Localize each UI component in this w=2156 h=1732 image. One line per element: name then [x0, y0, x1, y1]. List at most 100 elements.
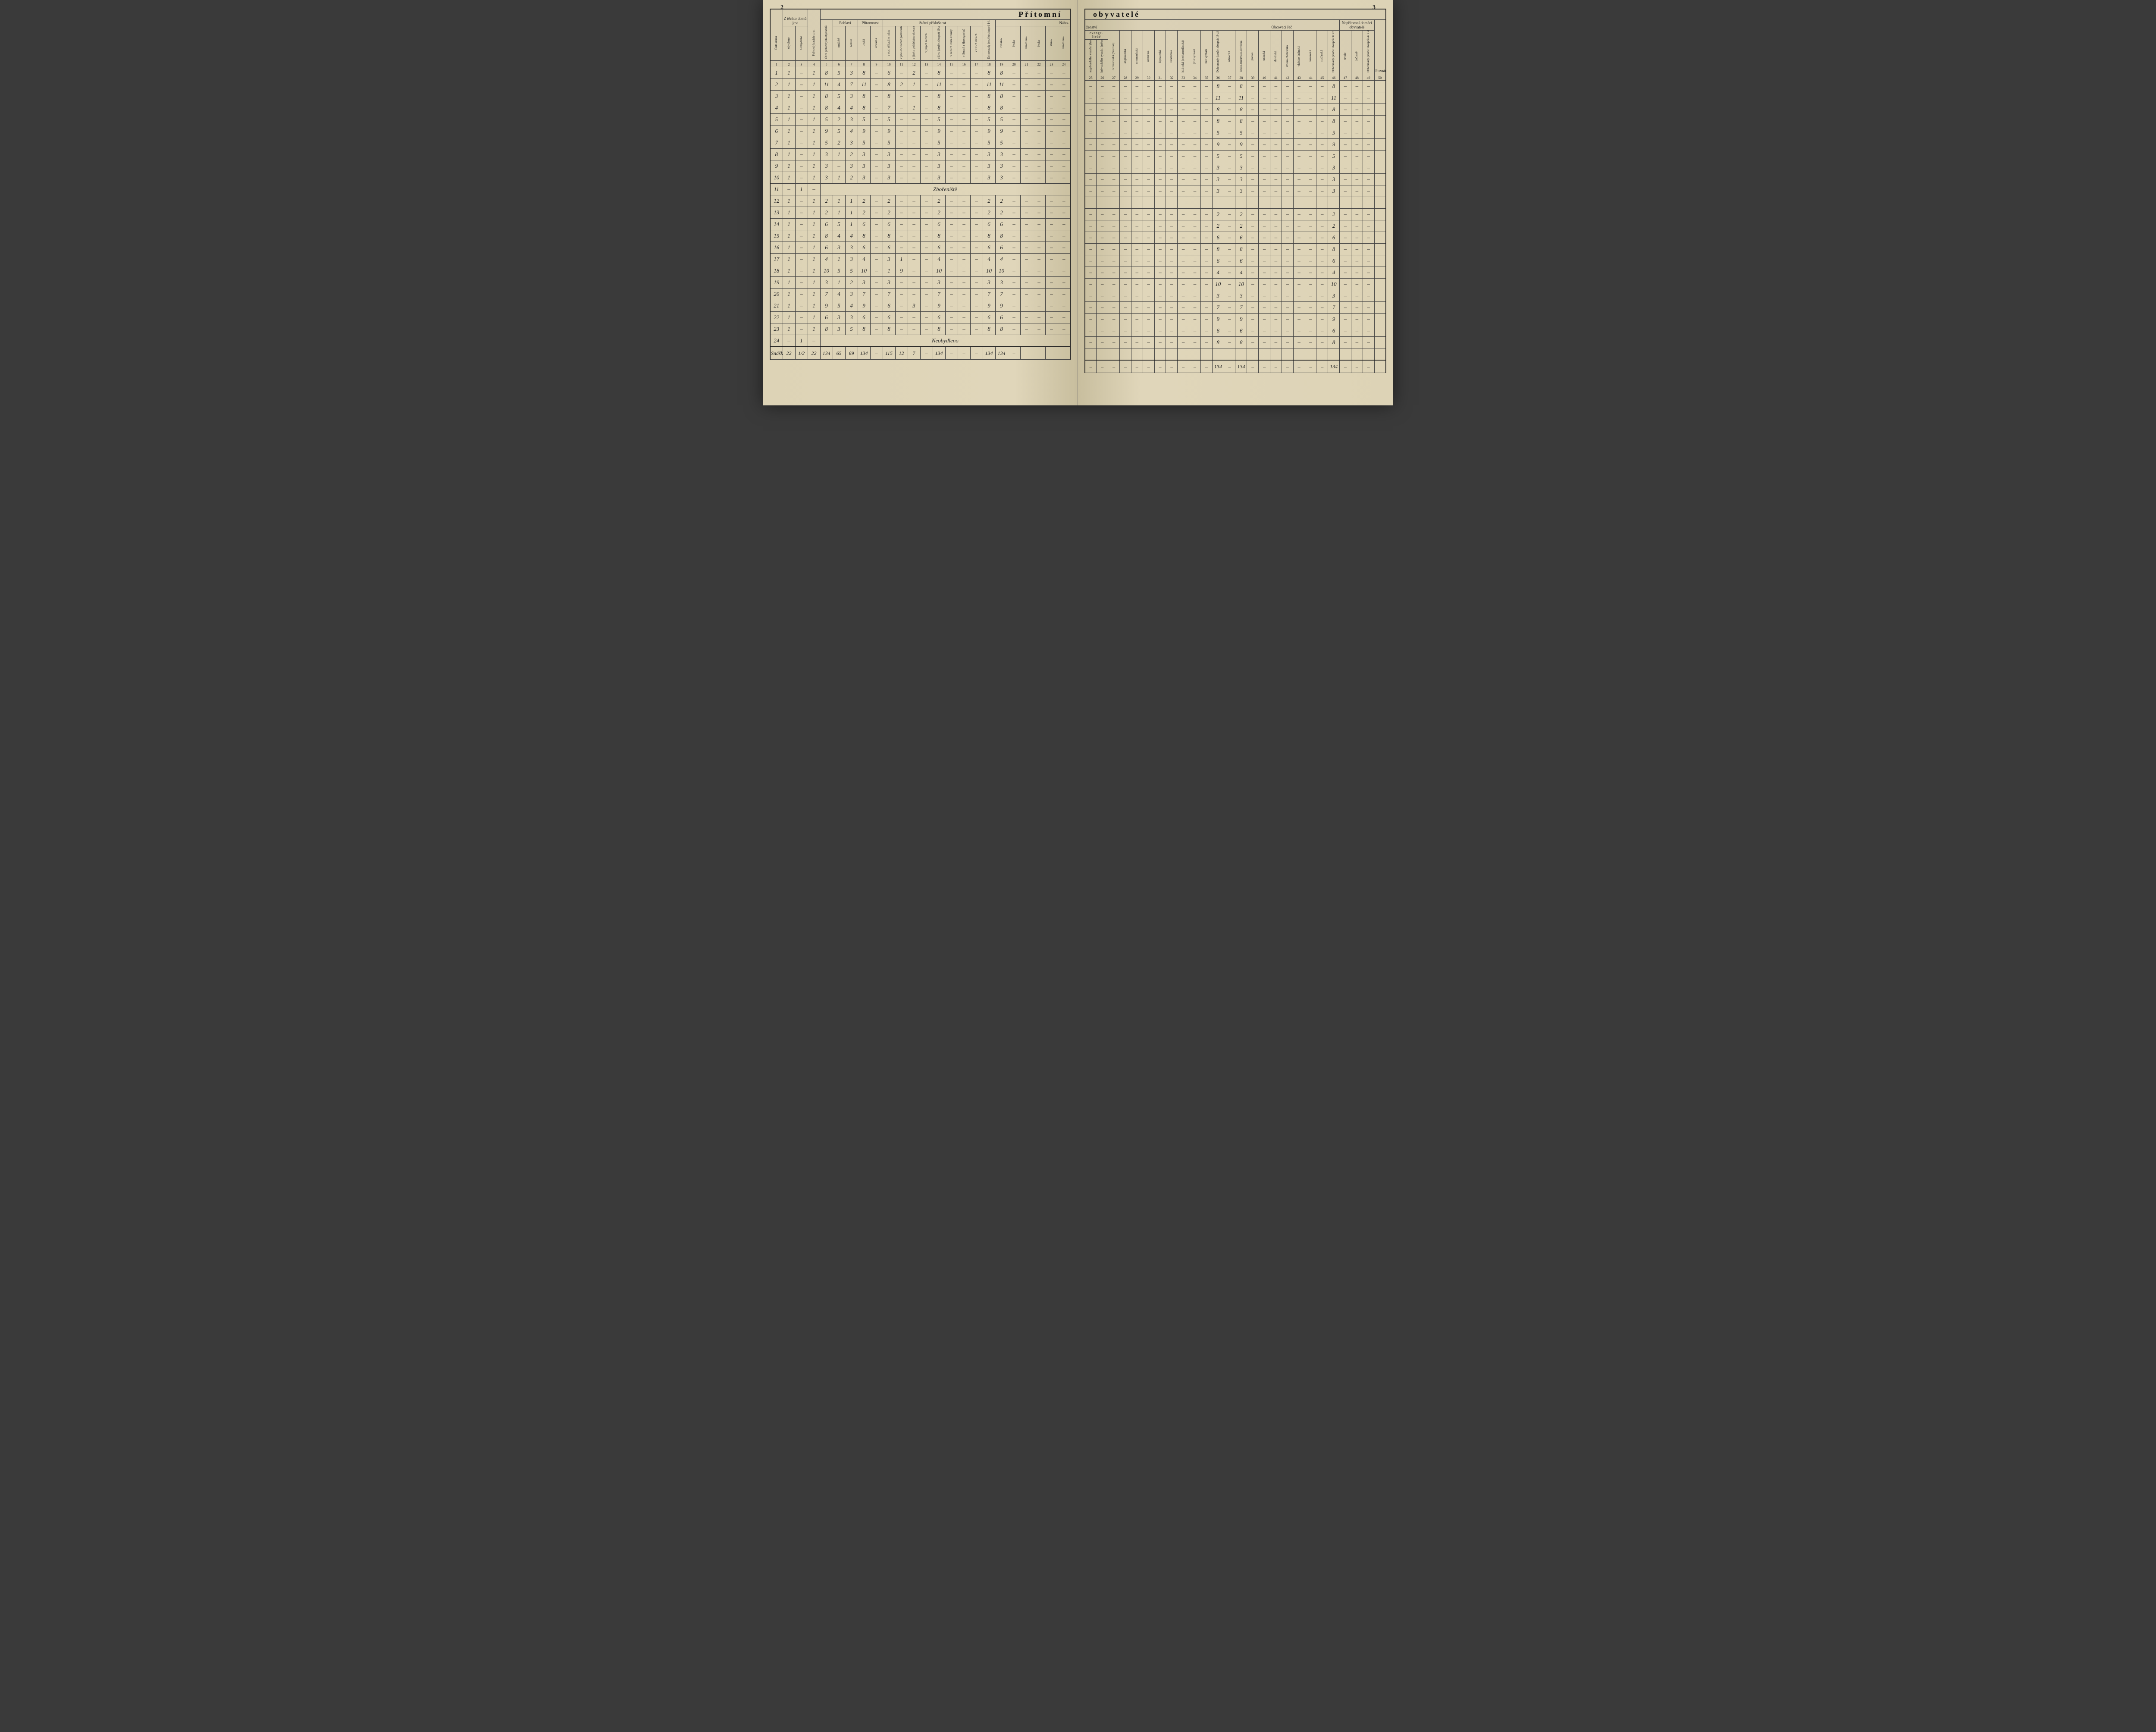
table-row: –––––––––––8–8–––––––8––– [1085, 104, 1386, 116]
cell: – [1108, 267, 1120, 279]
cell: – [1189, 314, 1201, 325]
cell: – [1293, 325, 1305, 337]
col-hdr: v jiných zemích [925, 27, 928, 59]
cell: – [908, 137, 920, 149]
cell: – [1189, 290, 1201, 302]
cell: 5 [845, 265, 858, 277]
cell: 8 [858, 102, 870, 114]
col-hdr: mennonitská [1135, 40, 1139, 72]
cell: 8 [883, 230, 895, 242]
cell: 6 [883, 67, 895, 79]
sum-cell: – [1008, 347, 1020, 360]
cell: – [1293, 314, 1305, 325]
cell: – [1058, 67, 1070, 79]
cell: 3 [983, 277, 995, 289]
cell: – [1224, 162, 1235, 174]
cell: 9 [858, 126, 870, 137]
cell: – [1154, 255, 1166, 267]
cell: – [1363, 244, 1374, 255]
cell: 1 [783, 126, 795, 137]
cell: 3 [995, 160, 1008, 172]
cell: 11 [983, 79, 995, 91]
cell: 11 [820, 79, 833, 91]
grp-pohlavi: Pohlaví [833, 20, 858, 26]
cell: – [1154, 174, 1166, 185]
table-row: –––––––––––4–4–––––––4––– [1085, 267, 1386, 279]
cell: – [1020, 323, 1033, 335]
cell: – [870, 230, 883, 242]
cell: – [945, 172, 958, 184]
table-row: 201–17437–7–––7–––77––––– [770, 289, 1070, 300]
cell [1143, 348, 1154, 361]
cell: – [1085, 104, 1097, 116]
cell: – [1282, 220, 1293, 232]
cell: – [1097, 325, 1108, 337]
cell: – [1045, 79, 1058, 91]
sum-label: Snáška [770, 347, 783, 360]
col-num: 36 [1212, 74, 1224, 81]
cell: 1 [808, 277, 820, 289]
cell: 8 [1212, 337, 1224, 348]
cell: – [1108, 302, 1120, 314]
table-row: –––––––––––5–5–––––––5––– [1085, 127, 1386, 139]
cell: – [908, 254, 920, 265]
cell: – [1363, 209, 1374, 220]
cell: – [1316, 325, 1328, 337]
cell: – [1085, 325, 1097, 337]
cell: – [1131, 174, 1143, 185]
poznamka-cell [1374, 185, 1386, 197]
cell: 5 [845, 323, 858, 335]
cell: – [958, 149, 970, 160]
cell: – [1143, 337, 1154, 348]
cell: 1 [808, 230, 820, 242]
cell: – [1154, 81, 1166, 92]
cell: – [1131, 279, 1143, 290]
cell: 4 [845, 126, 858, 137]
cell: – [895, 195, 908, 207]
cell: – [1008, 207, 1020, 219]
cell: – [1363, 81, 1374, 92]
cell: – [1166, 162, 1178, 174]
cell: – [1178, 81, 1189, 92]
sum-row-left: Snáška221/2221346569134–115127–134–––134… [770, 347, 1070, 360]
cell: – [1282, 209, 1293, 220]
cell: – [1097, 267, 1108, 279]
cell: – [1033, 102, 1045, 114]
cell: – [1008, 300, 1020, 312]
cell: – [1154, 116, 1166, 127]
sum-cell: 134 [933, 347, 945, 360]
cell: – [1097, 174, 1108, 185]
cell: – [895, 300, 908, 312]
cell: – [945, 265, 958, 277]
cell [1212, 348, 1224, 361]
poznamka-cell [1374, 92, 1386, 104]
cell: – [1293, 127, 1305, 139]
cell: – [1143, 104, 1154, 116]
cell: – [795, 91, 808, 102]
col-num: 5 [820, 61, 833, 67]
cell: – [1316, 232, 1328, 244]
cell: – [1200, 244, 1212, 255]
cell: – [1143, 116, 1154, 127]
cell: – [1131, 267, 1143, 279]
cell: – [1045, 300, 1058, 312]
cell: – [1200, 185, 1212, 197]
cell: – [945, 289, 958, 300]
cell: 3 [833, 312, 845, 323]
cell: – [958, 137, 970, 149]
cell: – [970, 254, 983, 265]
cell: – [1108, 185, 1120, 197]
cell: – [1008, 254, 1020, 265]
cell: 1 [808, 172, 820, 184]
cell: – [1363, 314, 1374, 325]
cell: 4 [833, 230, 845, 242]
cell: – [1108, 81, 1120, 92]
cell: – [970, 277, 983, 289]
cell: – [1200, 139, 1212, 151]
col-num: 40 [1259, 74, 1270, 81]
cell: 4 [858, 254, 870, 265]
cell: – [1189, 139, 1201, 151]
cell: – [1154, 209, 1166, 220]
cell: 9 [1212, 314, 1224, 325]
cell: – [1120, 162, 1131, 174]
